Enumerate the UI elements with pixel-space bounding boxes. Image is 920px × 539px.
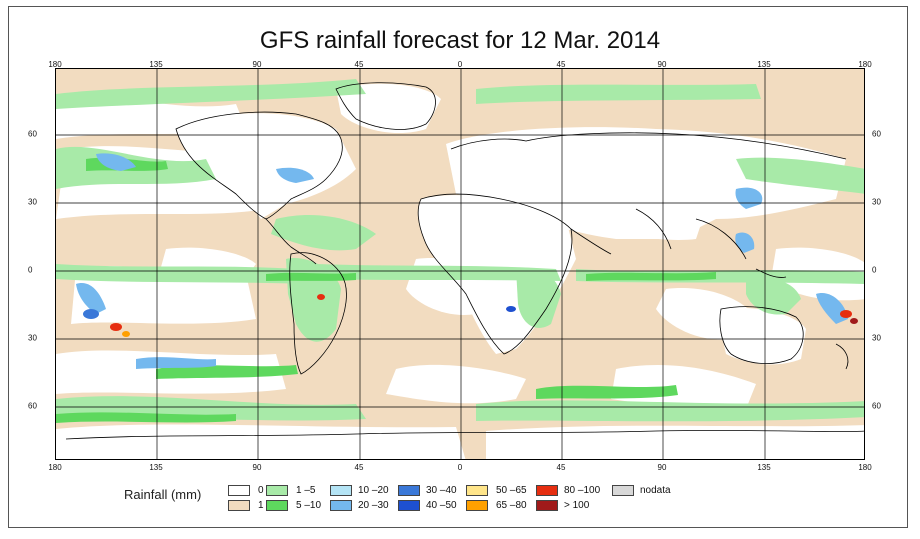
lon-tick-top: 45 [354,60,364,69]
legend-label: 30 –40 [426,485,457,496]
lon-tick-top: 90 [252,60,262,69]
legend-label: 0 [258,485,264,496]
lat-tick-right: 30 [872,197,881,207]
lat-tick-right: 30 [872,333,881,343]
legend-swatch-10 [536,485,558,496]
legend-label: 5 –10 [296,500,322,511]
lon-tick-top: 0 [457,60,463,69]
lat-tick-left: 60 [28,129,37,139]
legend-label: 65 –80 [496,500,527,511]
legend-swatch-9 [466,500,488,511]
lat-tick-right: 60 [872,129,881,139]
lon-tick-top: 135 [757,60,771,69]
graticule [56,69,864,459]
legend-label: 80 –100 [564,485,601,496]
legend-swatch-6 [398,485,420,496]
legend-label: 1 –5 [296,485,316,496]
legend-swatch-2 [266,485,288,496]
legend-label: nodata [640,485,671,496]
lon-tick-bottom: 180 [858,463,872,472]
legend-swatch-3 [266,500,288,511]
lon-tick-bottom: 0 [457,463,463,472]
legend-swatch-4 [330,485,352,496]
legend-label: 50 –65 [496,485,527,496]
lat-tick-left: 0 [28,265,33,275]
lon-tick-bottom: 90 [252,463,262,472]
heavy-rain-spots [83,294,858,337]
lat-tick-left: 60 [28,401,37,411]
rain-5-10 [56,157,716,423]
coastlines [65,82,864,440]
lat-tick-right: 0 [872,265,877,275]
rain-1-5 [56,79,864,422]
lon-tick-top: 135 [149,60,163,69]
rain-20-30 [76,153,848,369]
rainfall-map-canvas [56,69,864,459]
lon-tick-bottom: 90 [657,463,667,472]
legend-label: 10 –20 [358,485,389,496]
lon-tick-top: 180 [48,60,62,69]
legend-label: > 100 [564,500,590,511]
legend-swatch-11 [536,500,558,511]
lon-tick-bottom: 180 [48,463,62,472]
legend-label: 1 [258,500,264,511]
legend-swatch-12 [612,485,634,496]
legend-swatch-0 [228,485,250,496]
lat-tick-right: 60 [872,401,881,411]
lon-tick-bottom: 45 [354,463,364,472]
legend-swatch-7 [398,500,420,511]
legend-swatch-5 [330,500,352,511]
lon-tick-top: 45 [556,60,566,69]
lon-tick-bottom: 45 [556,463,566,472]
lon-tick-top: 180 [858,60,872,69]
rainfall-map[interactable] [55,68,865,460]
legend-label: 40 –50 [426,500,457,511]
figure-frame [8,6,908,528]
legend-swatch-8 [466,485,488,496]
map-title: GFS rainfall forecast for 12 Mar. 2014 [259,27,661,54]
legend-title: Rainfall (mm) [124,487,202,502]
lon-tick-bottom: 135 [757,463,771,472]
legend-label: 20 –30 [358,500,389,511]
legend-swatch-1 [228,500,250,511]
lon-tick-bottom: 135 [149,463,163,472]
lat-tick-left: 30 [28,333,37,343]
lon-tick-top: 90 [657,60,667,69]
lat-tick-left: 30 [28,197,37,207]
